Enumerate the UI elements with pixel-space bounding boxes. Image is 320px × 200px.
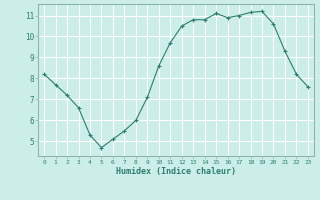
X-axis label: Humidex (Indice chaleur): Humidex (Indice chaleur) <box>116 167 236 176</box>
